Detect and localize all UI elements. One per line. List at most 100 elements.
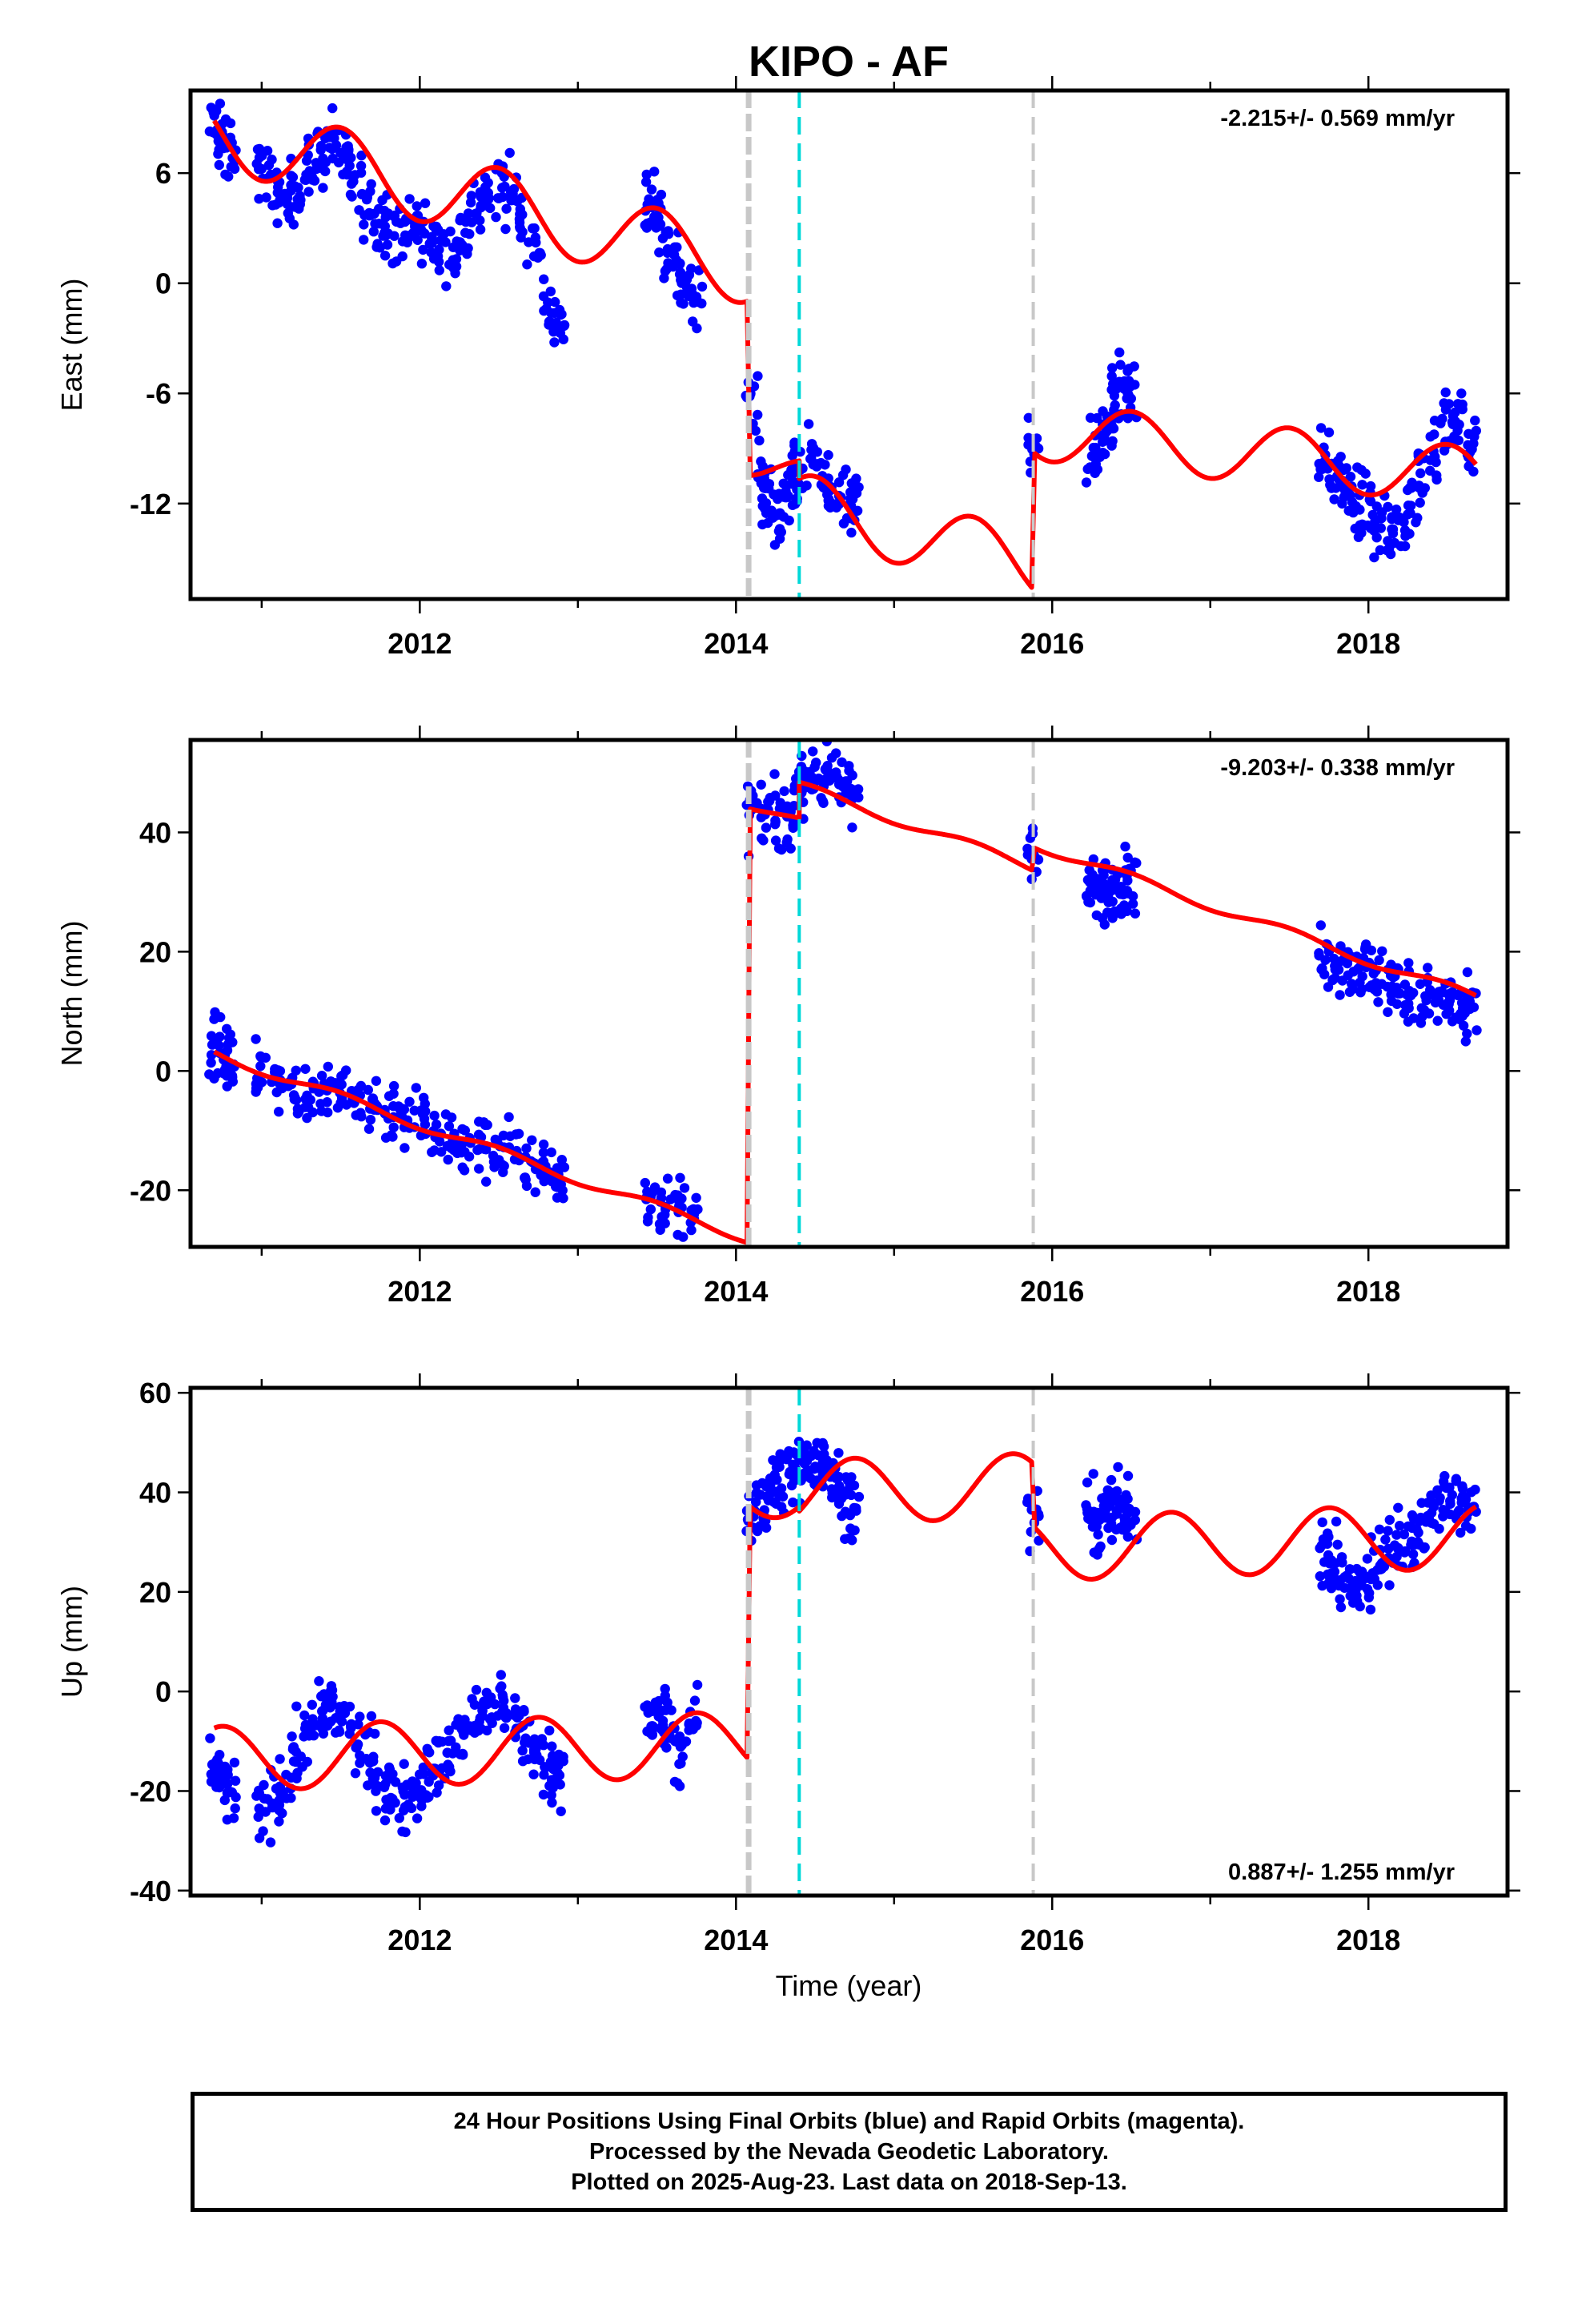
data-point xyxy=(404,1096,415,1108)
data-point xyxy=(484,193,494,203)
data-point xyxy=(514,214,525,224)
y-tick-label: 6 xyxy=(155,157,171,190)
data-point xyxy=(387,258,398,269)
data-point xyxy=(371,1076,382,1087)
data-point xyxy=(754,435,765,446)
data-point xyxy=(777,1491,789,1502)
data-point xyxy=(1316,964,1327,975)
data-point xyxy=(1403,958,1414,968)
data-point xyxy=(229,1757,240,1768)
data-point xyxy=(548,1783,558,1793)
north-panel: 2012 2014 2016 2018 -20 0 20 40 North (mm) -9.203… xyxy=(55,724,1520,1308)
data-point xyxy=(1111,1506,1122,1516)
data-point xyxy=(844,761,854,771)
data-point xyxy=(411,1778,421,1788)
data-point xyxy=(275,1754,285,1764)
data-point xyxy=(380,212,391,223)
data-point xyxy=(853,1491,865,1502)
data-point xyxy=(805,724,814,734)
data-point xyxy=(299,1710,310,1721)
data-point xyxy=(1113,1462,1123,1473)
data-point xyxy=(692,1679,703,1691)
data-point xyxy=(1425,465,1435,476)
data-point xyxy=(1348,1598,1359,1608)
data-point xyxy=(251,1079,262,1089)
data-point xyxy=(1335,452,1346,462)
data-point xyxy=(223,1779,233,1789)
x-tick-label: 2012 xyxy=(387,627,452,660)
data-point xyxy=(847,822,857,833)
data-point xyxy=(793,478,804,489)
figure-title: KIPO - AF xyxy=(749,38,949,86)
data-point xyxy=(847,1535,857,1546)
data-point xyxy=(1384,1514,1395,1526)
data-point xyxy=(686,1224,697,1236)
data-point xyxy=(672,1737,682,1747)
data-point xyxy=(471,1684,482,1695)
data-point xyxy=(1470,415,1480,426)
data-point xyxy=(1355,505,1365,515)
x-tick-label: 2016 xyxy=(1020,627,1084,660)
data-point xyxy=(757,501,768,512)
data-point xyxy=(385,1804,396,1815)
data-point xyxy=(368,227,379,237)
data-point xyxy=(1323,427,1335,438)
data-point xyxy=(206,1031,217,1041)
data-point xyxy=(1366,945,1377,956)
data-point xyxy=(547,1797,557,1808)
data-point xyxy=(295,199,305,210)
data-point xyxy=(685,287,696,299)
data-point xyxy=(291,1701,302,1711)
data-point xyxy=(1369,552,1379,563)
data-point xyxy=(366,1711,377,1722)
data-point xyxy=(373,1781,383,1791)
data-point xyxy=(1395,1521,1405,1531)
data-point xyxy=(819,1462,830,1474)
data-point xyxy=(255,1061,266,1072)
data-point xyxy=(1374,955,1384,966)
data-point xyxy=(761,1491,772,1502)
data-point xyxy=(272,218,283,228)
velocity-label: -2.215+/- 0.569 mm/yr xyxy=(1220,106,1455,131)
data-point xyxy=(394,1813,404,1823)
data-point xyxy=(1383,1007,1393,1018)
data-point xyxy=(1387,524,1397,535)
data-point xyxy=(498,1167,508,1177)
data-point xyxy=(1441,1009,1452,1019)
data-point xyxy=(348,176,359,187)
data-point xyxy=(286,171,296,181)
data-point xyxy=(656,1187,667,1198)
data-point xyxy=(1082,1478,1093,1488)
data-point xyxy=(222,1081,232,1092)
data-point xyxy=(552,1757,562,1767)
data-point xyxy=(813,773,824,784)
data-point xyxy=(643,1707,653,1718)
data-point xyxy=(552,1771,563,1782)
data-point xyxy=(660,1683,670,1695)
data-point xyxy=(757,461,768,472)
data-point xyxy=(1103,1522,1114,1534)
data-point xyxy=(473,1725,484,1736)
data-point xyxy=(332,1103,343,1113)
data-point xyxy=(456,1720,467,1731)
data-point xyxy=(456,212,466,223)
data-point xyxy=(1022,843,1033,854)
data-point xyxy=(488,1156,500,1167)
data-point xyxy=(1364,982,1375,992)
data-point xyxy=(260,1052,271,1063)
data-point xyxy=(1337,498,1347,509)
data-point xyxy=(420,228,430,239)
data-point xyxy=(444,1725,454,1735)
data-point xyxy=(479,1696,489,1707)
data-point xyxy=(753,409,763,420)
data-point xyxy=(1393,514,1403,525)
data-point xyxy=(1081,477,1092,488)
y-tick-label: 0 xyxy=(155,1055,171,1088)
x-tick-label: 2014 xyxy=(704,1275,768,1308)
data-point xyxy=(228,1813,239,1823)
data-point xyxy=(823,501,834,511)
data-point xyxy=(1363,1592,1375,1603)
data-point xyxy=(659,273,669,283)
data-point xyxy=(1093,1530,1103,1540)
data-point xyxy=(1451,1476,1461,1486)
